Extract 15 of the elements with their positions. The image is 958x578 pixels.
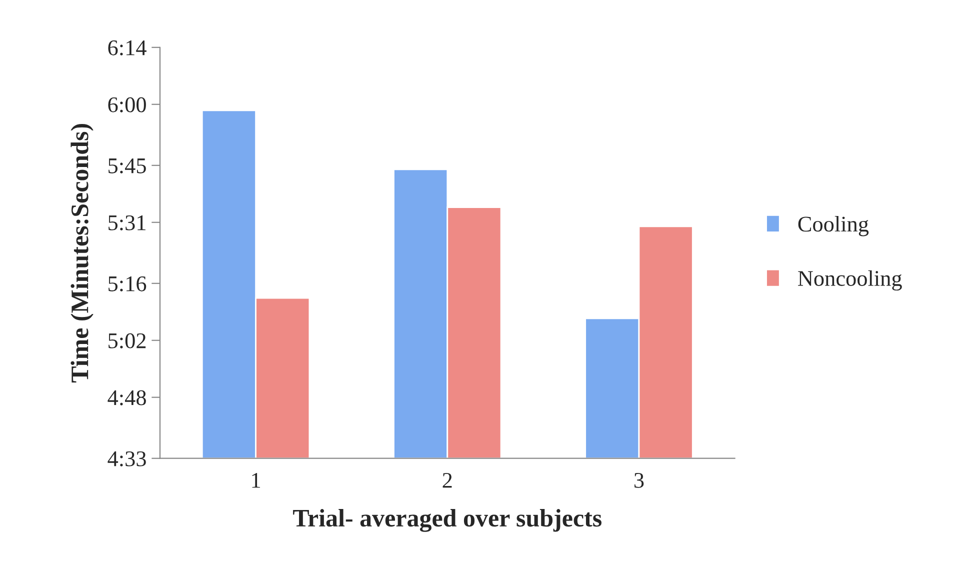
x-axis-title: Trial- averaged over subjects — [293, 509, 602, 532]
legend-label: Noncooling — [798, 270, 902, 291]
y-tick-label: 6:14 — [108, 40, 146, 56]
x-tick-label: 1 — [252, 472, 260, 488]
y-tick-label: 4:48 — [108, 390, 146, 406]
y-tick-label: 5:02 — [108, 333, 146, 348]
x-tick-label: 2 — [442, 472, 452, 488]
y-tick-label: 4:33 — [108, 451, 146, 466]
x-tick-label: 3 — [634, 472, 644, 488]
y-tick-label: 5:16 — [108, 276, 146, 292]
y-axis-title: Time (Minutes:Seconds) — [70, 124, 94, 382]
legend-label: Cooling — [798, 216, 869, 236]
y-tick-label: 6:00 — [108, 97, 146, 112]
y-tick-label: 5:31 — [108, 215, 146, 230]
y-tick-label: 5:45 — [108, 158, 146, 174]
